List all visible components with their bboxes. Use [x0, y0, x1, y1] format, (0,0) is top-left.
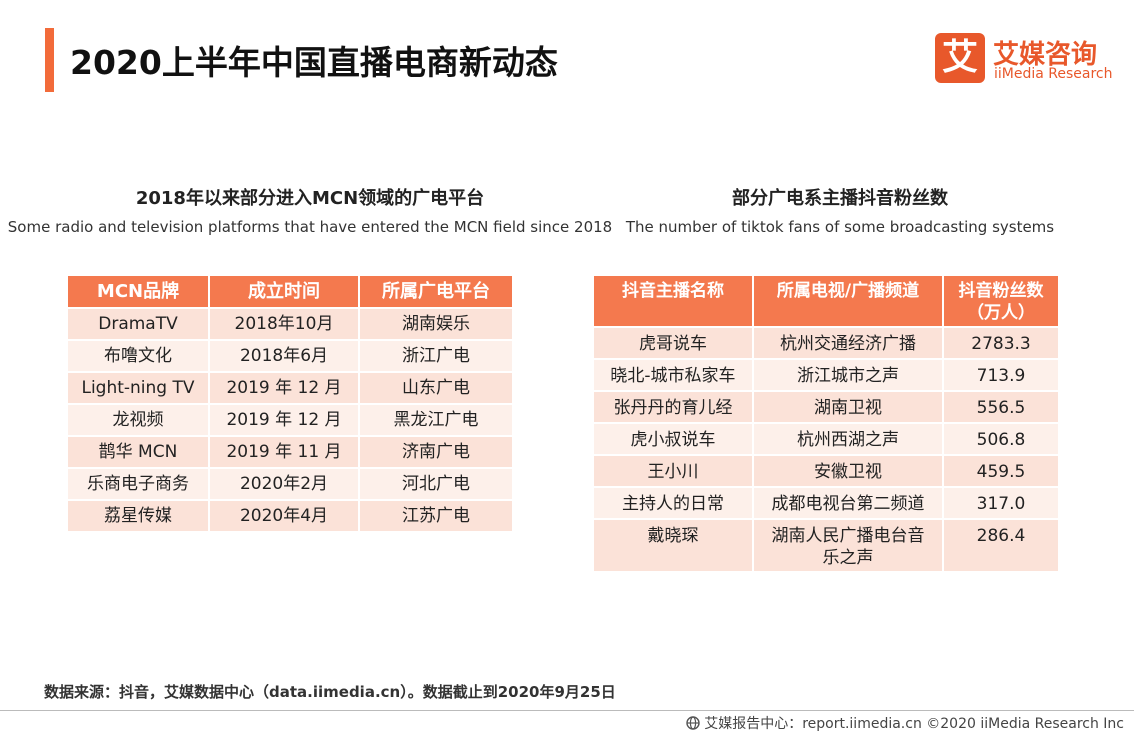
- table-cell: 安徽卫视: [754, 456, 942, 486]
- table-cell: 济南广电: [360, 437, 512, 467]
- table-cell: 2018年6月: [210, 341, 358, 371]
- table-cell: 戴晓琛: [594, 520, 752, 571]
- table-cell: 虎哥说车: [594, 328, 752, 358]
- table-header: MCN品牌: [68, 276, 208, 307]
- table-cell: 主持人的日常: [594, 488, 752, 518]
- table-cell: DramaTV: [68, 309, 208, 339]
- table-cell: 浙江城市之声: [754, 360, 942, 390]
- logo-text: 艾媒咨询: [993, 40, 1098, 70]
- table-cell: 成都电视台第二频道: [754, 488, 942, 518]
- source-note: 数据来源：抖音，艾媒数据中心（data.iimedia.cn）。数据截止到202…: [44, 683, 616, 701]
- table-cell: 556.5: [944, 392, 1058, 422]
- table-cell: 湖南娱乐: [360, 309, 512, 339]
- table-cell: 河北广电: [360, 469, 512, 499]
- table-cell: 布噜文化: [68, 341, 208, 371]
- table-header: 抖音粉丝数（万人）: [944, 276, 1058, 326]
- table-cell: 459.5: [944, 456, 1058, 486]
- table-cell: Light-ning TV: [68, 373, 208, 403]
- right-title: 部分广电系主播抖音粉丝数: [732, 188, 948, 209]
- table-cell: 王小川: [594, 456, 752, 486]
- left-subtitle: Some radio and television platforms that…: [7, 218, 613, 236]
- table-cell: 虎小叔说车: [594, 424, 752, 454]
- table-cell: 乐商电子商务: [68, 469, 208, 499]
- table-cell: 2020年2月: [210, 469, 358, 499]
- table-cell: 713.9: [944, 360, 1058, 390]
- page-title: 2020上半年中国直播电商新动态: [70, 43, 558, 82]
- logo-subtext: iiMedia Research: [994, 66, 1113, 82]
- table-cell: 杭州交通经济广播: [754, 328, 942, 358]
- table-header: 成立时间: [210, 276, 358, 307]
- table-cell: 龙视频: [68, 405, 208, 435]
- table-cell: 荔星传媒: [68, 501, 208, 531]
- footer-rule: [0, 710, 1134, 711]
- logo-mark: 艾: [935, 33, 985, 83]
- table-cell: 山东广电: [360, 373, 512, 403]
- table-cell: 506.8: [944, 424, 1058, 454]
- table-cell: 317.0: [944, 488, 1058, 518]
- table-cell: 286.4: [944, 520, 1058, 571]
- table-header: 抖音主播名称: [594, 276, 752, 326]
- right-subtitle: The number of tiktok fans of some broadc…: [625, 218, 1055, 236]
- credit-text: 艾媒报告中心：report.iimedia.cn ©2020 iiMedia R…: [704, 716, 1124, 732]
- table-cell: 杭州西湖之声: [754, 424, 942, 454]
- table-cell: 湖南卫视: [754, 392, 942, 422]
- table-cell: 2019 年 12 月: [210, 373, 358, 403]
- table-cell: 鹊华 MCN: [68, 437, 208, 467]
- globe-icon: [686, 716, 700, 730]
- table-cell: 2018年10月: [210, 309, 358, 339]
- left-title: 2018年以来部分进入MCN领域的广电平台: [135, 188, 485, 209]
- table-cell: 黑龙江广电: [360, 405, 512, 435]
- table-cell: 浙江广电: [360, 341, 512, 371]
- table-cell: 湖南人民广播电台音乐之声: [754, 520, 942, 571]
- title-bar: [45, 28, 54, 92]
- table-header: 所属电视/广播频道: [754, 276, 942, 326]
- table-cell: 张丹丹的育儿经: [594, 392, 752, 422]
- table-cell: 晓北-城市私家车: [594, 360, 752, 390]
- footer-credit: 艾媒报告中心：report.iimedia.cn ©2020 iiMedia R…: [686, 713, 1124, 733]
- table-header: 所属广电平台: [360, 276, 512, 307]
- table-cell: 2019 年 11 月: [210, 437, 358, 467]
- table-cell: 2783.3: [944, 328, 1058, 358]
- table-cell: 2020年4月: [210, 501, 358, 531]
- table-cell: 江苏广电: [360, 501, 512, 531]
- table-cell: 2019 年 12 月: [210, 405, 358, 435]
